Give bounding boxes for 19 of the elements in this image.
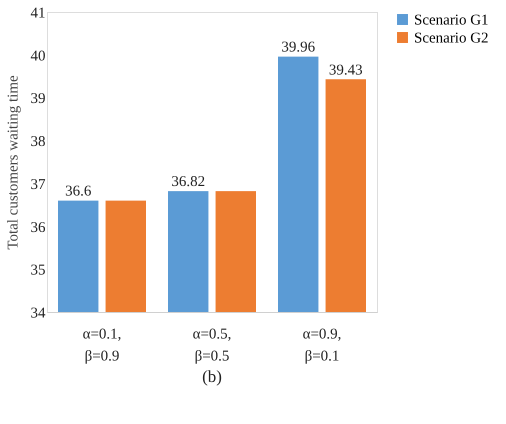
y-tick-label: 40 [30,48,46,64]
y-tick-label: 38 [30,134,46,150]
data-label: 39.43 [328,62,363,78]
y-tick-label: 39 [30,91,46,108]
x-tick-label: α=0.9, β=0.1 [302,326,342,364]
y-tick-label: 34 [30,306,46,322]
data-label: 36.82 [171,174,206,190]
y-tick-label: 41 [30,6,46,22]
y-tick-label: 35 [30,262,46,279]
data-label: 36.6 [65,184,92,200]
data-label: 39.96 [281,40,316,56]
x-tick-label: α=0.1, β=0.9 [82,326,122,364]
x-tick-label: α=0.5, β=0.5 [192,326,232,364]
legend-label: Scenario G1 [414,12,489,28]
y-tick-label: 36 [30,220,46,236]
legend-label: Scenario G2 [414,30,489,46]
y-tick-label: 37 [30,176,46,193]
text: (b) [202,367,222,386]
y-axis-title: Total customers waiting time [6,75,22,250]
